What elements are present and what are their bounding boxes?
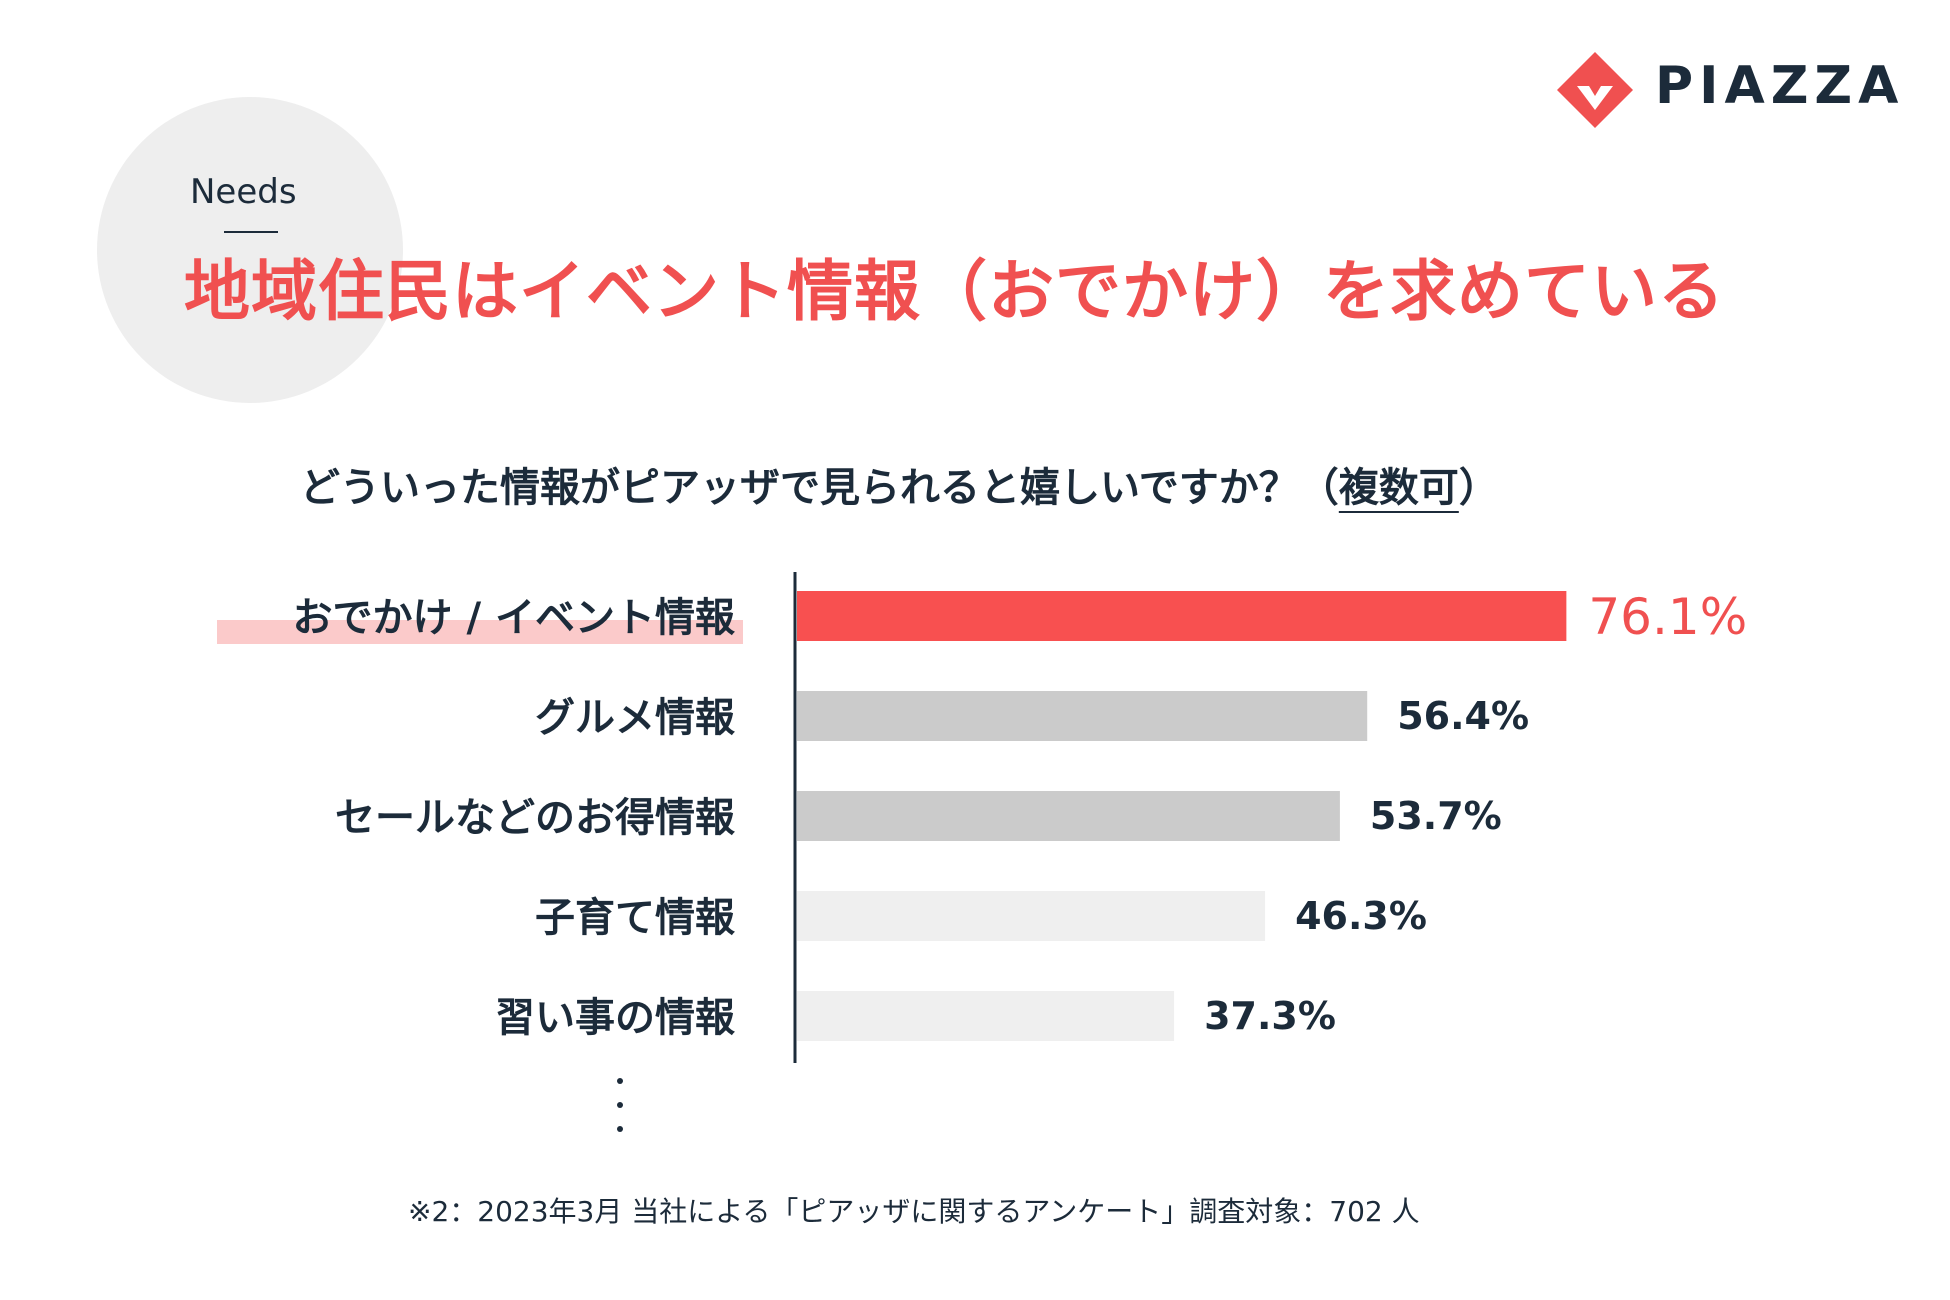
category-label: おでかけ / イベント情報 (293, 595, 735, 641)
value-label: 56.4% (1397, 694, 1529, 738)
decorative-circle (97, 97, 403, 403)
category-label: セールなどのお得情報 (335, 795, 735, 841)
category-label: 習い事の情報 (495, 995, 735, 1041)
survey-footnote: ※2：2023年3月 当社による「ピアッザに関するアンケート」調査対象：702 … (408, 1195, 1420, 1228)
ellipsis-dot (617, 1078, 623, 1084)
value-label: 37.3% (1204, 994, 1336, 1038)
brand-name: PIAZZA (1655, 56, 1905, 116)
survey-question: どういった情報がピアッザで見られると嬉しいですか？（複数可） (300, 455, 1499, 513)
bar (797, 991, 1175, 1041)
value-label: 53.7% (1370, 794, 1502, 838)
brand-logo: PIAZZA (1555, 50, 1915, 130)
category-label: 子育て情報 (535, 895, 735, 941)
diamond-check-icon (1557, 52, 1633, 128)
value-label: 76.1% (1588, 588, 1747, 646)
section-label-underline (224, 231, 278, 233)
bar (797, 591, 1567, 641)
bar (797, 891, 1266, 941)
bar (797, 691, 1368, 741)
page-title: 地域住民はイベント情報（おでかけ）を求めている (184, 253, 1725, 330)
value-label: 46.3% (1295, 894, 1427, 938)
section-label: Needs (190, 172, 297, 212)
more-items-ellipsis (617, 1078, 629, 1150)
ellipsis-dot (617, 1126, 623, 1132)
bar (797, 791, 1340, 841)
highlight-marker (217, 620, 743, 644)
horizontal-bar-chart: おでかけ / イベント情報 76.1% グルメ情報 56.4% セールなどのお得情報 53… (217, 572, 1747, 1063)
survey-question-emphasis: 複数可 (1338, 465, 1459, 511)
category-label: グルメ情報 (535, 695, 735, 741)
survey-question-close: ） (1458, 465, 1499, 511)
survey-question-text: どういった情報がピアッザで見られると嬉しいですか？（ (300, 465, 1339, 511)
ellipsis-dot (617, 1102, 623, 1108)
